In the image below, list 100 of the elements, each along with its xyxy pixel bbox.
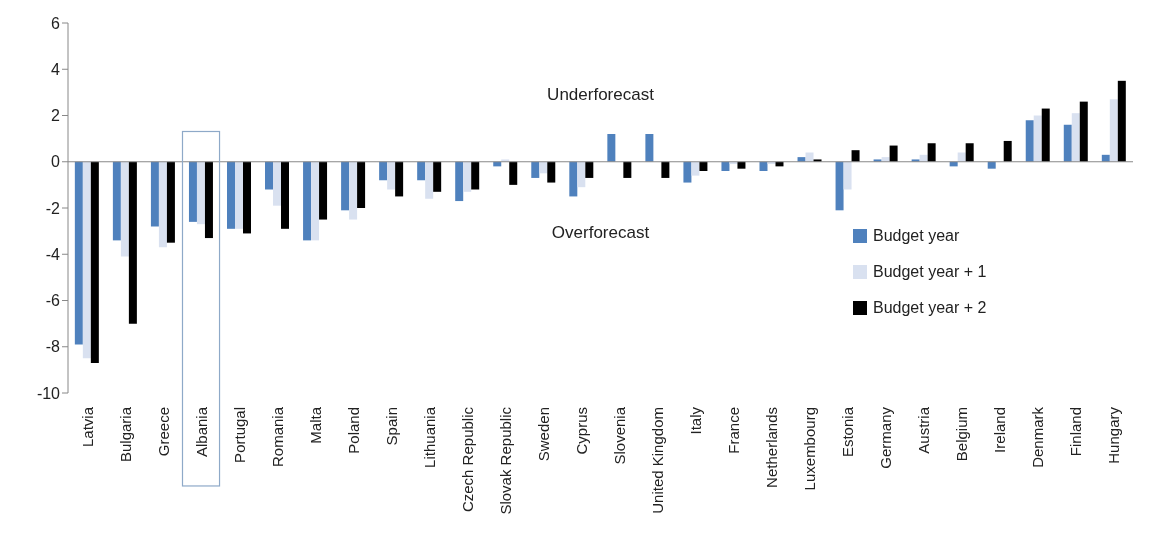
bar — [585, 161, 594, 178]
y-tick-label: -10 — [36, 384, 61, 402]
x-tick-label: Slovak Republic — [496, 406, 514, 515]
y-tick-label: -6 — [45, 292, 61, 310]
bar — [1117, 80, 1126, 162]
legend-label: Budget year + 2 — [873, 299, 987, 317]
bar — [1041, 108, 1050, 162]
x-tick-label: Czech Republic — [458, 406, 476, 513]
x-tick-label: Romania — [268, 406, 286, 468]
bar — [112, 161, 121, 241]
y-tick-label: -8 — [45, 338, 61, 356]
bar — [463, 161, 472, 192]
bar — [691, 161, 700, 176]
bar — [319, 161, 328, 220]
x-tick-label: Bulgaria — [116, 406, 134, 463]
bar — [569, 161, 578, 197]
bar — [242, 161, 251, 234]
bar — [226, 161, 235, 229]
bar — [387, 161, 396, 190]
bar — [379, 161, 388, 181]
bar — [265, 161, 274, 190]
bar — [547, 161, 556, 183]
bar — [987, 161, 996, 169]
bar — [1109, 99, 1118, 162]
legend-label: Budget year + 1 — [873, 263, 987, 281]
bar — [311, 161, 320, 241]
bar — [759, 161, 768, 171]
y-tick-label: 6 — [51, 14, 61, 32]
bar — [433, 161, 442, 192]
bar — [425, 161, 434, 199]
bar — [150, 161, 159, 227]
x-tick-label: Latvia — [78, 406, 96, 448]
bar — [851, 150, 860, 162]
bar — [234, 161, 243, 229]
bar — [1003, 140, 1012, 162]
x-tick-label: Netherlands — [763, 407, 781, 488]
x-tick-label: Cyprus — [572, 407, 590, 455]
x-tick-label: Sweden — [534, 407, 552, 462]
x-tick-label: Slovenia — [611, 406, 629, 465]
bar — [737, 161, 746, 169]
bar — [90, 161, 99, 363]
x-tick-label: Finland — [1067, 407, 1085, 457]
legend-label: Budget year — [873, 227, 960, 245]
bar — [417, 161, 426, 181]
bar — [623, 161, 632, 178]
bar — [965, 143, 974, 162]
x-tick-label: Poland — [344, 407, 362, 454]
bar — [683, 161, 692, 183]
bar — [889, 145, 898, 162]
bar — [188, 161, 197, 222]
y-tick-label: -2 — [45, 199, 61, 217]
bar — [82, 161, 91, 359]
y-tick-label: 2 — [51, 107, 61, 125]
x-tick-label: Belgium — [953, 407, 971, 462]
bar — [843, 161, 852, 190]
x-tick-label: Estonia — [839, 406, 857, 458]
bar — [357, 161, 366, 208]
annotation: Underforecast — [546, 84, 655, 105]
bar — [196, 161, 205, 225]
x-tick-label: Lithuania — [420, 406, 438, 468]
x-tick-label: France — [725, 407, 743, 454]
bar — [721, 161, 730, 171]
y-tick-label: 4 — [51, 60, 61, 78]
bar — [699, 161, 708, 171]
bar — [509, 161, 518, 185]
x-tick-label: Malta — [306, 406, 324, 444]
x-tick-label: Austria — [915, 406, 933, 454]
bar — [577, 161, 586, 188]
bar — [835, 161, 844, 211]
x-tick-label: Hungary — [1105, 406, 1123, 464]
bar — [1063, 124, 1072, 162]
x-tick-label: Spain — [382, 407, 400, 446]
y-tick-label: 0 — [51, 153, 61, 171]
bar — [303, 161, 312, 241]
bar — [607, 134, 616, 162]
bar — [645, 134, 654, 162]
bar — [273, 161, 282, 206]
x-tick-label: Germany — [877, 406, 895, 469]
bar — [1079, 101, 1088, 162]
bar — [455, 161, 464, 202]
bar — [128, 161, 137, 324]
bar — [74, 161, 83, 345]
bar — [158, 161, 167, 248]
bar — [661, 161, 670, 178]
bar — [539, 161, 548, 174]
bar — [1025, 120, 1034, 162]
y-tick-label: -4 — [45, 245, 61, 263]
x-tick-label: United Kingdom — [649, 407, 667, 514]
x-tick-label: Albania — [192, 406, 210, 458]
bar — [120, 161, 129, 257]
bar — [281, 161, 290, 229]
bar — [1071, 113, 1080, 162]
x-tick-label: Portugal — [230, 407, 248, 463]
bar — [166, 161, 175, 243]
bar — [927, 143, 936, 162]
bar — [1033, 115, 1042, 162]
x-tick-label: Italy — [687, 406, 705, 435]
bar — [349, 161, 358, 220]
x-tick-label: Denmark — [1029, 406, 1047, 468]
bar — [204, 161, 213, 239]
